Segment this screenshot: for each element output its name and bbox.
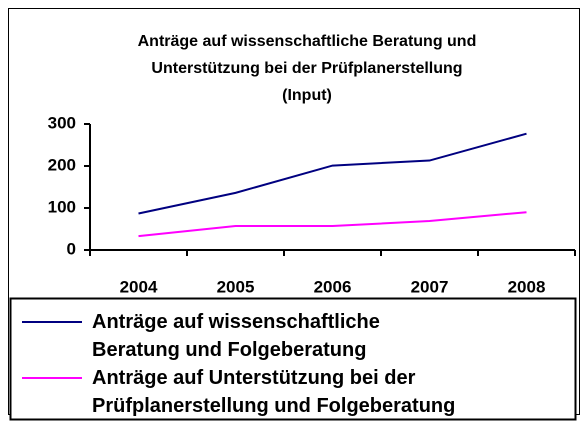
- chart-title: Anträge auf wissenschaftliche Beratung u…: [137, 33, 477, 104]
- legend-label: Anträge auf Unterstützung bei der Prüfpl…: [92, 367, 456, 417]
- legend-label: Anträge auf wissenschaftliche Beratung u…: [92, 311, 380, 361]
- x-tick-label: 2006: [314, 277, 352, 296]
- legend-box: [9, 297, 577, 421]
- x-tick-label: 2005: [217, 277, 255, 296]
- x-tick-label: 2008: [508, 277, 546, 296]
- x-tick-label: 2007: [411, 277, 449, 296]
- y-tick-label: 200: [48, 155, 76, 174]
- series-line: [138, 132, 527, 215]
- y-tick-label: 0: [67, 239, 76, 258]
- y-tick-label: 300: [48, 113, 76, 132]
- y-tick-label: 100: [48, 197, 76, 216]
- series-line: [138, 211, 527, 238]
- x-tick-label: 2004: [120, 277, 158, 296]
